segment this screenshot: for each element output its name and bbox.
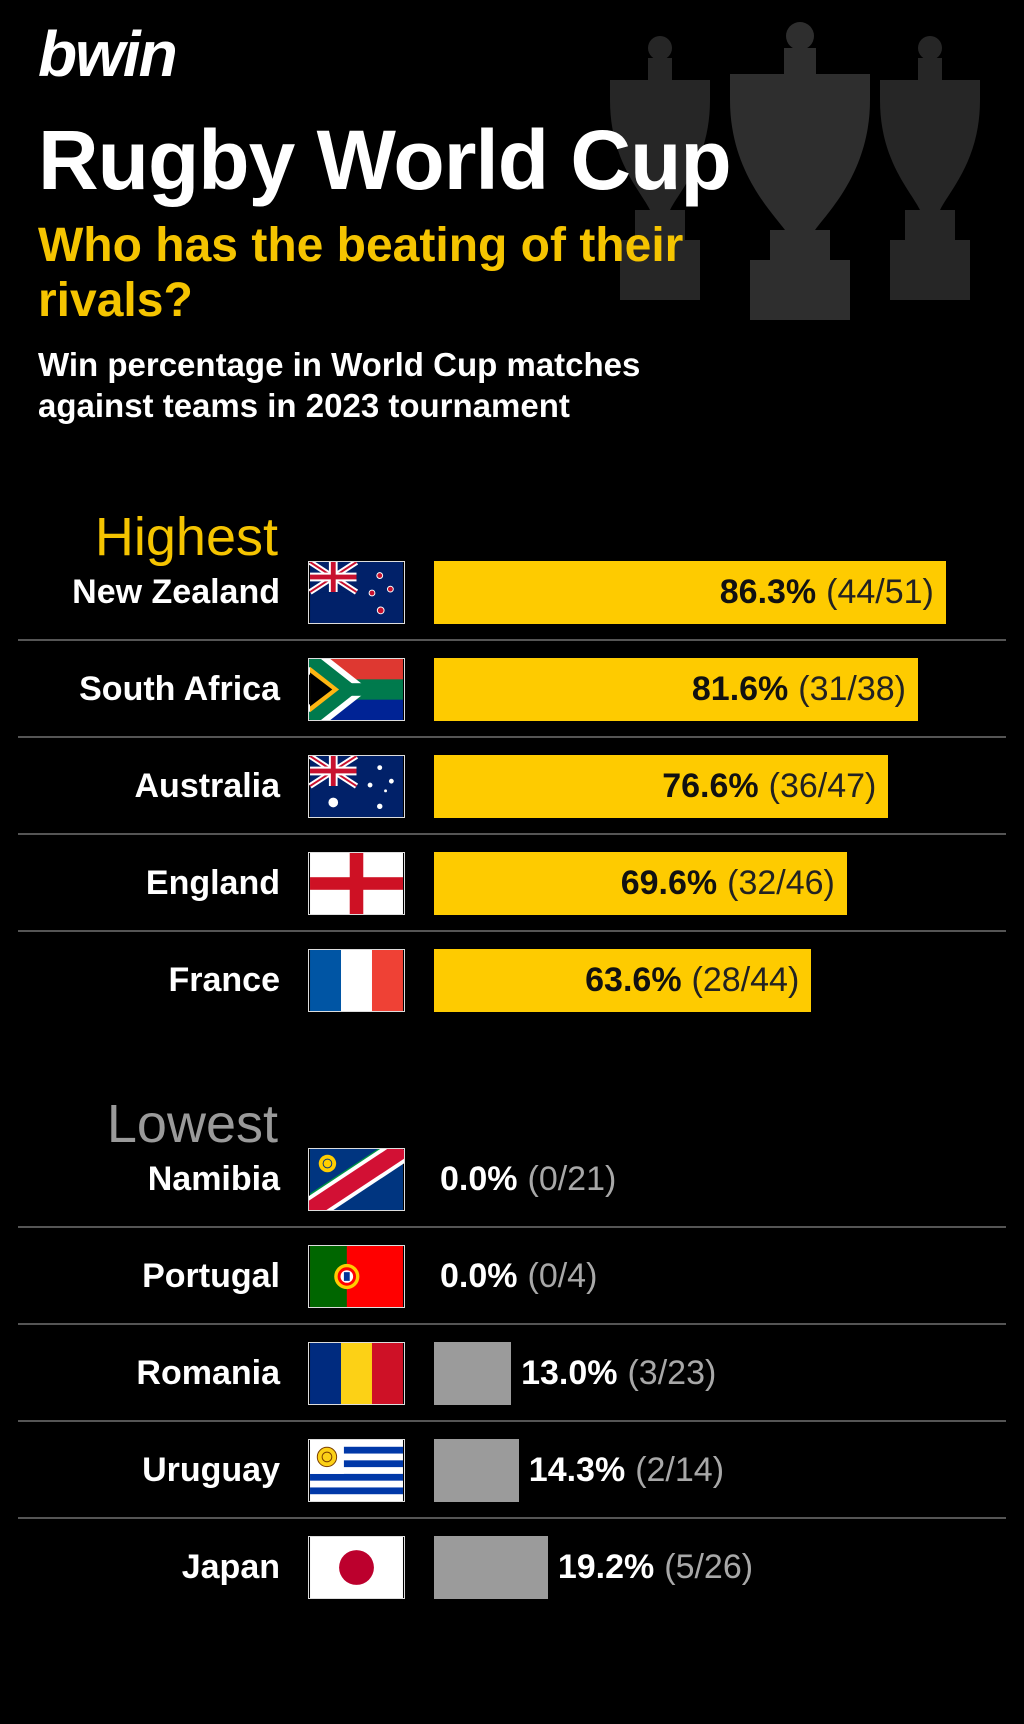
- row-divider: [18, 1420, 1006, 1422]
- team-row: Romania 13.0% (3/23): [18, 1325, 1006, 1422]
- team-name: France: [168, 961, 281, 999]
- win-percentage-label: 19.2%: [557, 1548, 655, 1586]
- win-percentage-label: 76.6%: [662, 767, 759, 805]
- team-name: England: [145, 864, 280, 902]
- win-record-label: (44/51): [826, 573, 934, 611]
- data-label: 0.0% (0/21): [440, 1131, 616, 1228]
- win-record-label: (31/38): [798, 670, 907, 708]
- australia-flag-icon: [308, 755, 405, 818]
- win-percentage-label: 69.6%: [620, 864, 718, 902]
- value-bar: [434, 1536, 548, 1599]
- data-label: 63.6% (28/44): [585, 932, 799, 1029]
- row-divider: [18, 1323, 1006, 1325]
- win-record-label: (0/4): [527, 1257, 598, 1295]
- team-row: Uruguay 14.3% (2/14): [18, 1422, 1006, 1519]
- page-subtitle: Who has the beating of their rivals?: [38, 219, 684, 328]
- win-percentage-label: 13.0%: [521, 1354, 618, 1392]
- team-name: Namibia: [147, 1160, 280, 1198]
- row-divider: [18, 1226, 1006, 1228]
- chart-description: Win percentage in World Cup matches agai…: [38, 346, 641, 425]
- row-divider: [18, 1517, 1006, 1519]
- team-name: Romania: [136, 1354, 280, 1392]
- team-row: Japan 19.2% (5/26): [18, 1519, 1006, 1616]
- team-name: Australia: [134, 767, 281, 805]
- team-row: Namibia 0.0% (0/21): [18, 1131, 1006, 1228]
- lowest-group-label: Lowest: [106, 1094, 278, 1154]
- win-percentage-label: 63.6%: [585, 961, 682, 999]
- new-zealand-flag-icon: [308, 561, 405, 624]
- win-percentage-label: 0.0%: [440, 1160, 518, 1198]
- team-name: South Africa: [79, 670, 280, 708]
- value-bar: [434, 1342, 512, 1405]
- win-record-label: (28/44): [691, 961, 800, 999]
- team-name: Portugal: [142, 1257, 280, 1295]
- win-percentage-label: 0.0%: [440, 1257, 518, 1295]
- south-africa-flag-icon: [308, 658, 405, 721]
- data-label: 86.3% (44/51): [720, 544, 934, 641]
- highest-group-label: Highest: [94, 507, 278, 567]
- win-record-label: (2/14): [635, 1451, 725, 1489]
- team-row: New Zealand 86.3% (44/51): [18, 544, 1006, 641]
- row-divider: [18, 930, 1006, 932]
- romania-flag-icon: [308, 1342, 405, 1405]
- win-record-label: (32/46): [727, 864, 835, 902]
- portugal-flag-icon: [308, 1245, 405, 1308]
- data-label: 13.0% (3/23): [521, 1325, 716, 1422]
- value-bar: [434, 852, 847, 915]
- data-label: 69.6% (32/46): [621, 835, 835, 932]
- data-label: 0.0% (0/4): [440, 1228, 597, 1325]
- win-percentage-label: 86.3%: [719, 573, 817, 611]
- team-name: Japan: [181, 1548, 280, 1586]
- row-divider: [18, 833, 1006, 835]
- team-row: Australia 76.6% (36/47): [18, 738, 1006, 835]
- trophy-silhouette-icon: [610, 22, 980, 320]
- page-title: Rugby World Cup: [38, 113, 732, 207]
- team-row: Portugal 0.0% (0/4): [18, 1228, 1006, 1325]
- brand-logo: bwin: [38, 18, 178, 90]
- japan-flag-icon: [308, 1536, 405, 1599]
- data-label: 19.2% (5/26): [558, 1519, 753, 1616]
- data-label: 76.6% (36/47): [662, 738, 876, 835]
- value-bar: [434, 949, 812, 1012]
- team-name: Uruguay: [142, 1451, 280, 1489]
- uruguay-flag-icon: [308, 1439, 405, 1502]
- england-flag-icon: [308, 852, 405, 915]
- win-record-label: (3/23): [627, 1354, 717, 1392]
- data-label: 81.6% (31/38): [692, 641, 906, 738]
- data-label: 14.3% (2/14): [529, 1422, 724, 1519]
- row-divider: [18, 639, 1006, 641]
- namibia-flag-icon: [308, 1148, 405, 1211]
- win-percentage-label: 14.3%: [528, 1451, 626, 1489]
- team-row: France 63.6% (28/44): [18, 932, 1006, 1029]
- win-record-label: (5/26): [664, 1548, 754, 1586]
- win-percentage-label: 81.6%: [691, 670, 789, 708]
- team-row: England 69.6% (32/46): [18, 835, 1006, 932]
- value-bar: [434, 658, 918, 721]
- team-name: New Zealand: [72, 573, 280, 611]
- team-row: South Africa 81.6% (31/38): [18, 641, 1006, 738]
- win-record-label: (36/47): [768, 767, 877, 805]
- win-record-label: (0/21): [527, 1160, 617, 1198]
- value-bar: [434, 755, 889, 818]
- row-divider: [18, 736, 1006, 738]
- france-flag-icon: [308, 949, 405, 1012]
- value-bar: [434, 1439, 519, 1502]
- value-bar: [434, 561, 946, 624]
